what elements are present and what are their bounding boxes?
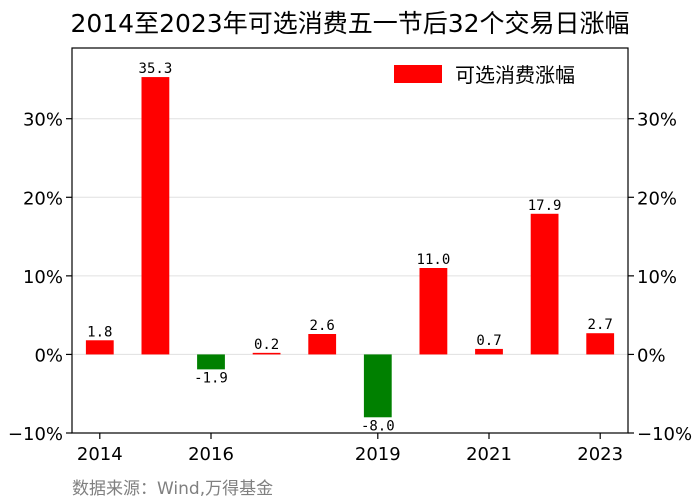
y-tick-label-right: 0% [637, 345, 666, 366]
data-label-2020: 11.0 [417, 252, 451, 268]
source-note: 数据来源：Wind,万得基金 [72, 479, 273, 499]
y-tick-label-right: 20% [637, 188, 677, 209]
y-axis-right: −10% 0% 10% 20% 30% [628, 110, 692, 445]
plot-frame [71, 47, 629, 434]
legend-swatch [394, 65, 442, 83]
data-label-2016: -1.9 [194, 370, 228, 386]
data-label-2023: 2.7 [588, 317, 613, 333]
y-tick-label-left: −10% [8, 424, 63, 445]
y-tick-label-left: 10% [23, 267, 63, 288]
data-label-2017: 0.2 [254, 337, 279, 353]
y-tick-label-left: 20% [23, 188, 63, 209]
bar-2020 [419, 268, 448, 355]
y-tick-label-right: 30% [637, 110, 677, 131]
x-tick-label: 2021 [466, 444, 512, 465]
y-axis-left: −10% 0% 10% 20% 30% [8, 110, 72, 445]
x-tick-label: 2014 [77, 444, 123, 465]
data-label-2019: -8.0 [361, 418, 395, 434]
y-tick-label-right: −10% [637, 424, 692, 445]
y-tick-label-left: 30% [23, 110, 63, 131]
bar-2014 [85, 340, 114, 355]
bar-2016 [197, 354, 225, 370]
data-label-2018: 2.6 [310, 318, 335, 334]
bar-2015 [141, 77, 170, 355]
data-label-2022: 17.9 [528, 198, 562, 214]
x-axis: 2014 2016 2019 2021 2023 [77, 433, 623, 465]
legend-label: 可选消费涨幅 [455, 63, 575, 87]
x-tick-label: 2019 [355, 444, 401, 465]
data-label-2021: 0.7 [476, 333, 501, 349]
chart-title: 2014至2023年可选消费五一节后32个交易日涨幅 [70, 9, 629, 38]
x-tick-label: 2016 [188, 444, 234, 465]
x-tick-label: 2023 [577, 444, 623, 465]
data-labels: 1.8 35.3 -1.9 0.2 2.6 -8.0 11.0 0.7 17.9 2.7 [87, 61, 613, 434]
data-label-2014: 1.8 [87, 324, 112, 340]
bar-2018 [308, 334, 337, 355]
bar-series [85, 77, 615, 418]
bar-2021 [475, 348, 503, 355]
y-tick-label-left: 0% [34, 345, 63, 366]
bar-2017 [252, 352, 281, 355]
data-label-2015: 35.3 [139, 61, 173, 77]
bar-2022 [530, 213, 559, 355]
legend: 可选消费涨幅 [394, 63, 575, 87]
bar-2023 [586, 333, 615, 355]
y-tick-label-right: 10% [637, 267, 677, 288]
bar-2019 [363, 354, 392, 418]
